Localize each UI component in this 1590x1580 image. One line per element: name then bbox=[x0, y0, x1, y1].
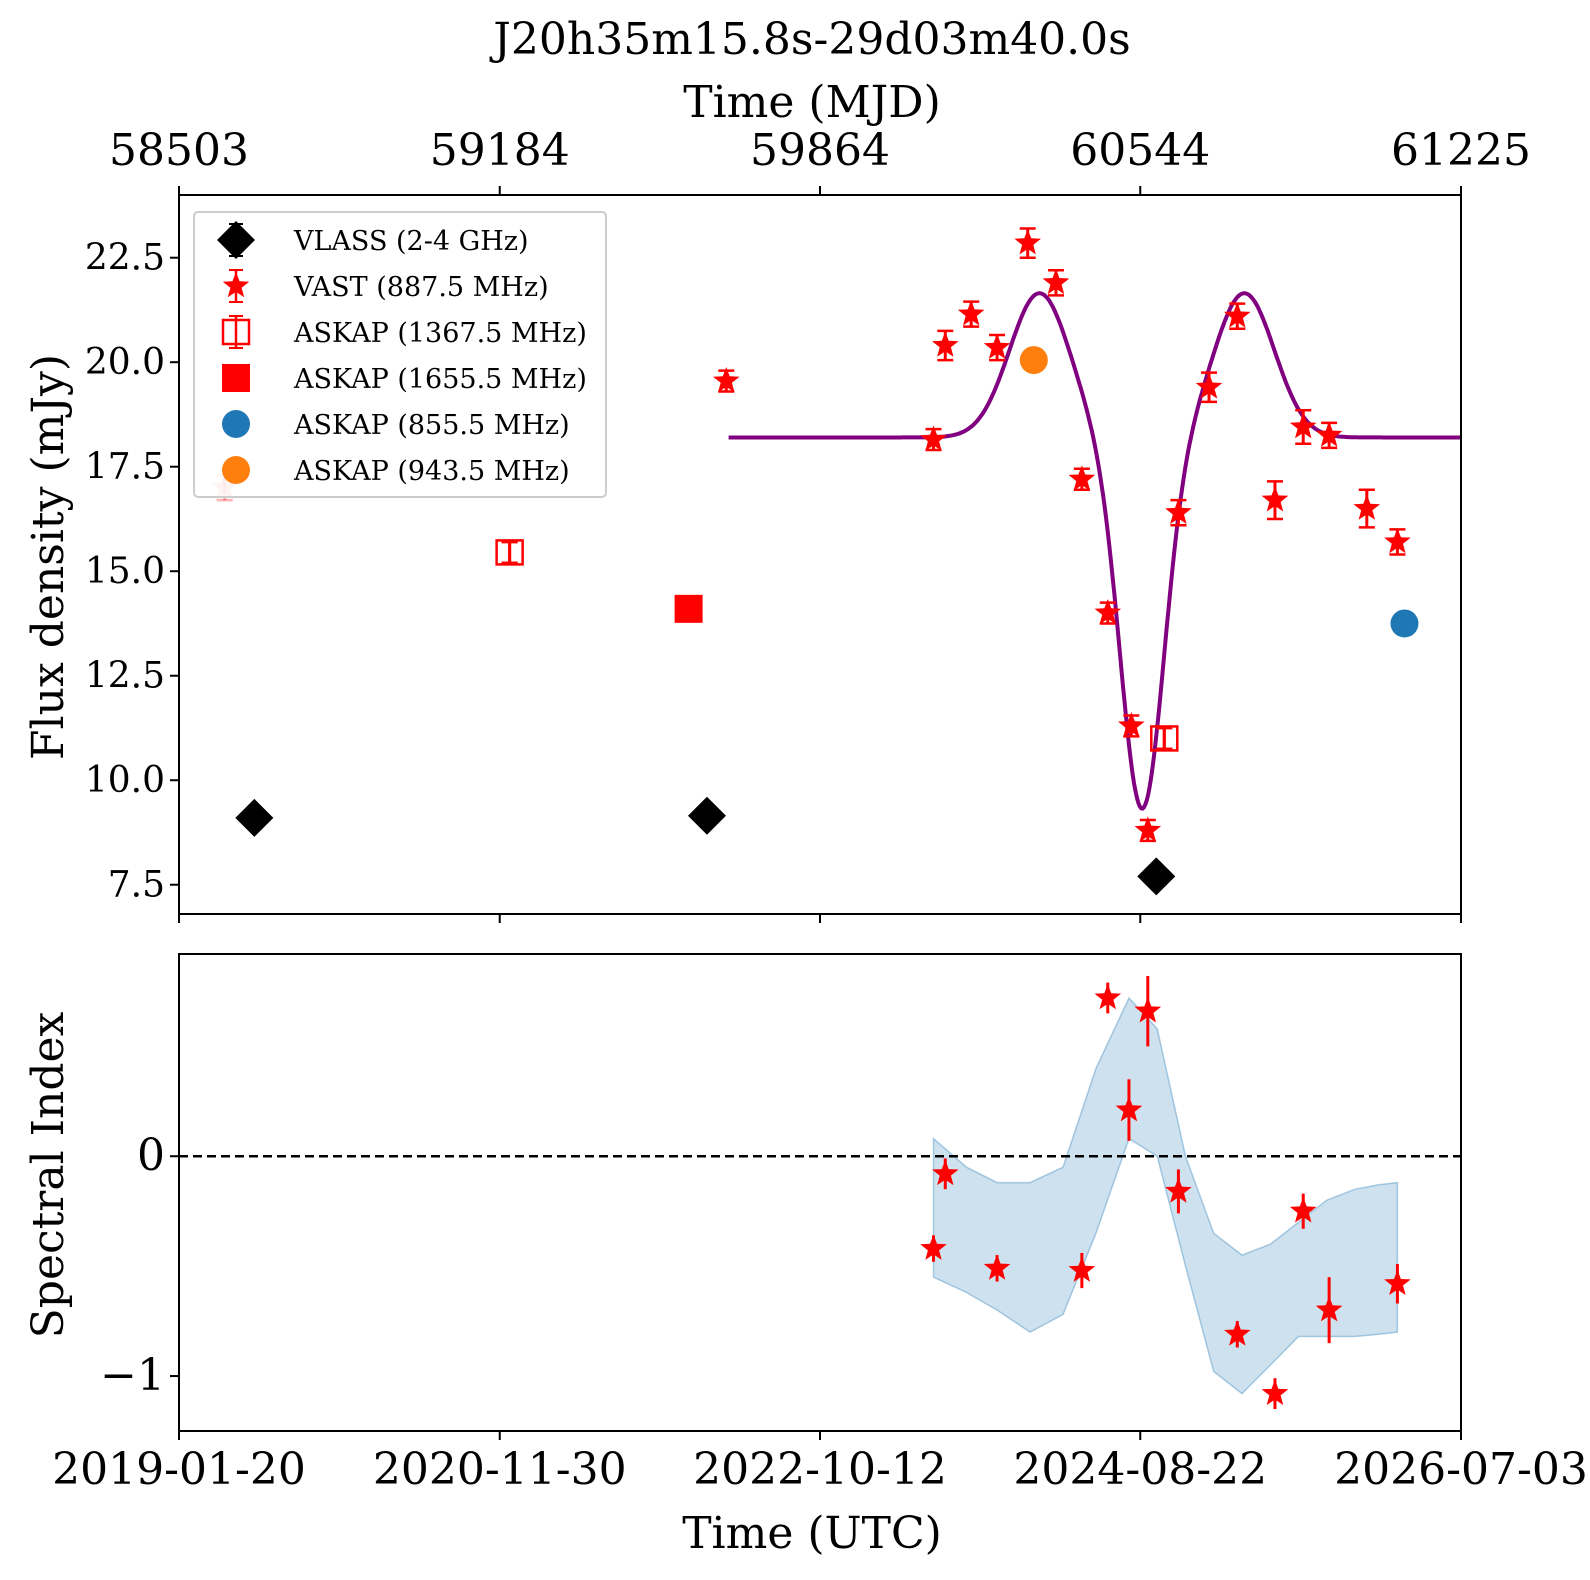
legend-label: ASKAP (943.5 MHz) bbox=[293, 456, 570, 487]
mjd-tick-label: 59864 bbox=[750, 125, 890, 176]
uncertainty-band bbox=[932, 996, 1399, 1395]
legend-marker-square bbox=[222, 364, 250, 392]
flux-ytick-label: 22.5 bbox=[85, 238, 165, 279]
legend-marker-circle bbox=[222, 410, 250, 438]
flux-point-star bbox=[1042, 268, 1070, 295]
flux-ylabel: Flux density (mJy) bbox=[23, 354, 74, 760]
flux-point-star bbox=[957, 300, 985, 326]
chart-title: J20h35m15.8s-29d03m40.0s bbox=[489, 14, 1131, 65]
utc-tick-label: 2020-11-30 bbox=[373, 1444, 627, 1495]
flux-point-diamond bbox=[687, 796, 726, 835]
flux-ytick-label: 15.0 bbox=[85, 551, 165, 592]
legend-label: ASKAP (855.5 MHz) bbox=[293, 410, 570, 441]
legend-marker-open-square bbox=[221, 318, 251, 346]
legend-label: ASKAP (1367.5 MHz) bbox=[293, 318, 587, 349]
spectral-ytick-label: 0 bbox=[137, 1130, 165, 1181]
utc-tick-label: 2024-08-22 bbox=[1013, 1444, 1267, 1495]
utc-tick-label: 2022-10-12 bbox=[693, 1444, 947, 1495]
legend-marker-star bbox=[222, 272, 250, 298]
spectral-index-panel: 0 −1 2019-01-20 2020-11-30 2022-10-12 2024-08… bbox=[52, 953, 1588, 1495]
flux-ytick-label: 20.0 bbox=[85, 342, 165, 383]
flux-point-star bbox=[1014, 229, 1041, 255]
top-axis-label: Time (MJD) bbox=[683, 77, 940, 128]
legend: VLASS (2-4 GHz) VAST (887.5 MHz) ASKAP (13… bbox=[193, 211, 607, 498]
flux-point-star bbox=[1289, 413, 1317, 439]
legend-label: VLASS (2-4 GHz) bbox=[293, 226, 529, 257]
legend-marker-circle bbox=[222, 456, 250, 484]
flux-point-star bbox=[932, 331, 959, 357]
flux-point-star bbox=[1261, 486, 1289, 512]
spectral-point-star bbox=[1289, 1197, 1317, 1223]
utc-tick-label: 2019-01-20 bbox=[52, 1444, 306, 1495]
legend-box bbox=[193, 211, 607, 498]
legend-label: ASKAP (1655.5 MHz) bbox=[293, 364, 587, 395]
flux-point-circle bbox=[1019, 346, 1048, 375]
mjd-tick-label: 61225 bbox=[1391, 125, 1531, 176]
flux-point-star bbox=[1353, 494, 1381, 520]
model-curve bbox=[728, 291, 1461, 811]
flux-point-star bbox=[713, 367, 740, 393]
utc-tick-label: 2026-07-03 bbox=[1334, 1444, 1588, 1495]
spectral-point-star bbox=[920, 1234, 947, 1260]
spectral-point-star bbox=[1315, 1296, 1343, 1322]
flux-ytick-label: 12.5 bbox=[85, 656, 165, 697]
spectral-point-star bbox=[1068, 1256, 1096, 1282]
spectral-point-star bbox=[1094, 984, 1122, 1010]
flux-point-star bbox=[1195, 373, 1223, 399]
spectral-point-star bbox=[1261, 1379, 1289, 1405]
spectral-point-star bbox=[1165, 1177, 1192, 1203]
flux-point-square bbox=[674, 594, 703, 623]
spectral-point-star bbox=[983, 1254, 1011, 1280]
flux-point-star bbox=[1165, 498, 1192, 524]
flux-ytick-label: 7.5 bbox=[108, 865, 165, 906]
mjd-tick-label: 60544 bbox=[1070, 125, 1210, 176]
flux-point-star bbox=[1224, 302, 1251, 328]
flux-point-star bbox=[983, 333, 1011, 359]
flux-ytick-label: 17.5 bbox=[85, 447, 165, 488]
spectral-point-star bbox=[932, 1159, 959, 1186]
spectral-point-star bbox=[1115, 1096, 1143, 1122]
flux-point-open-square bbox=[495, 539, 524, 566]
spectral-ytick-label: −1 bbox=[100, 1350, 165, 1401]
legend-marker-diamond bbox=[217, 221, 255, 259]
flux-point-star bbox=[1068, 465, 1096, 491]
mjd-tick-label: 58503 bbox=[109, 125, 249, 176]
spectral-point-star bbox=[1134, 997, 1162, 1023]
bottom-xlabel: Time (UTC) bbox=[682, 1508, 942, 1559]
spectral-point-star bbox=[1224, 1320, 1251, 1346]
flux-point-star bbox=[1134, 816, 1162, 842]
flux-point-star bbox=[1118, 711, 1145, 738]
flux-point-diamond bbox=[235, 798, 274, 837]
flux-point-open-square bbox=[1150, 725, 1179, 752]
flux-ytick-label: 10.0 bbox=[85, 760, 165, 801]
flux-point-star bbox=[1384, 528, 1411, 554]
flux-point-diamond bbox=[1137, 857, 1176, 896]
flux-point-circle bbox=[1390, 609, 1419, 638]
mjd-tick-label: 59184 bbox=[430, 125, 570, 176]
flux-point-star bbox=[1094, 599, 1122, 625]
spectral-ylabel: Spectral Index bbox=[23, 1011, 74, 1338]
flux-density-panel: 7.5 10.0 12.5 15.0 17.5 20.0 22.5 58503 59184 598… bbox=[85, 125, 1531, 923]
flux-point-star bbox=[1315, 421, 1343, 447]
legend-label: VAST (887.5 MHz) bbox=[293, 272, 549, 303]
spectral-point-star bbox=[1384, 1269, 1411, 1295]
flux-point-star bbox=[920, 425, 947, 451]
